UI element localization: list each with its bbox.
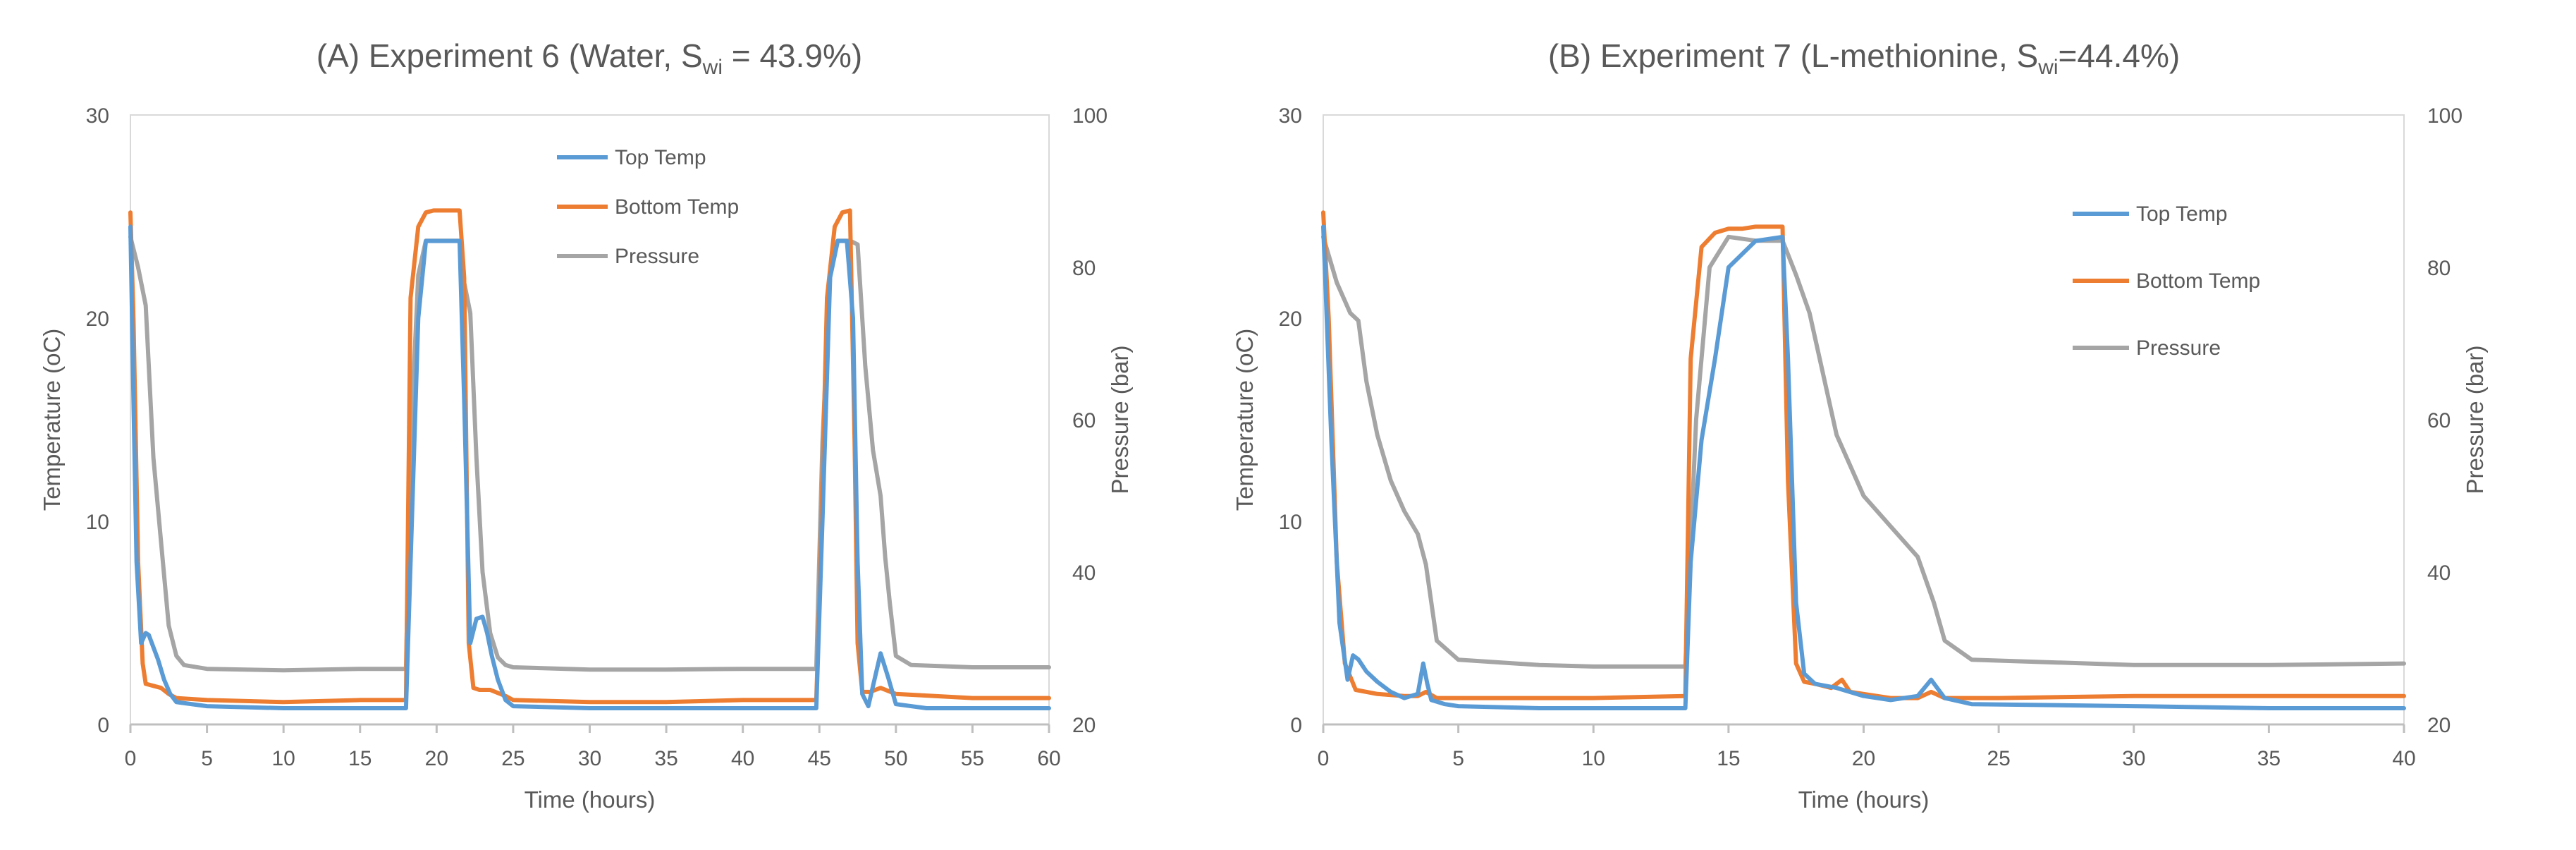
- x-tick-label: 10: [271, 747, 295, 770]
- y2-tick-label: 20: [1072, 714, 1096, 737]
- y-tick-label: 10: [1279, 511, 1302, 534]
- legend-label: Bottom Temp: [615, 195, 739, 219]
- x-tick-label: 50: [884, 747, 907, 770]
- chart-title-main: (B) Experiment 7 (L-methionine, S: [1548, 37, 2038, 74]
- legend-label: Bottom Temp: [2136, 269, 2260, 293]
- series-line-top-temp: [1321, 224, 2406, 710]
- x-tick-label: 55: [961, 747, 984, 770]
- x-tick-label: 25: [1987, 747, 2010, 770]
- legend-label: Top Temp: [615, 146, 706, 169]
- y-tick-label: 10: [86, 511, 109, 534]
- x-tick-label: 0: [125, 747, 137, 770]
- x-tick-label: 20: [425, 747, 448, 770]
- y2-tick-label: 40: [1072, 561, 1096, 585]
- x-tick-label: 40: [731, 747, 754, 770]
- chart-title-tail: =44.4%): [2059, 37, 2181, 74]
- x-tick-label: 35: [654, 747, 677, 770]
- x-tick-label: 45: [808, 747, 831, 770]
- x-tick-label: 35: [2257, 747, 2281, 770]
- y2-tick-label: 60: [1072, 409, 1096, 432]
- chart-title: (A) Experiment 6 (Water, Swi = 43.9%): [317, 37, 862, 79]
- series-line-top-temp: [128, 224, 1051, 710]
- x-axis-title: Time (hours): [525, 787, 656, 813]
- y-axis-title: Temperature (oC): [39, 329, 65, 511]
- x-tick-label: 15: [1717, 747, 1740, 770]
- y2-tick-label: 40: [2427, 561, 2451, 585]
- x-tick-label: 0: [1318, 747, 1330, 770]
- x-tick-label: 30: [578, 747, 601, 770]
- y2-tick-label: 80: [2427, 257, 2451, 280]
- y-tick-label: 30: [1279, 104, 1302, 128]
- x-tick-label: 30: [2122, 747, 2145, 770]
- y-tick-label: 0: [97, 714, 109, 737]
- legend-label: Top Temp: [2136, 202, 2228, 226]
- y-tick-label: 20: [86, 308, 109, 331]
- chart-title-tail: = 43.9%): [723, 37, 862, 74]
- chart-title-main: (A) Experiment 6 (Water, S: [317, 37, 703, 74]
- y2-tick-label: 60: [2427, 409, 2451, 432]
- y-tick-label: 20: [1279, 308, 1302, 331]
- y-tick-label: 30: [86, 104, 109, 128]
- x-tick-label: 15: [348, 747, 372, 770]
- y2-tick-label: 100: [1072, 104, 1108, 128]
- chart-title-subscript: wi: [2037, 56, 2058, 79]
- chart-panel-a: 0 5 10 15 20 25 30 35 40 45 50 55 60 0 10 20 30 20 40 60 80 1…: [39, 37, 1133, 813]
- chart-title: (B) Experiment 7 (L-methionine, Swi=44.4…: [1548, 37, 2180, 79]
- y2-tick-label: 20: [2427, 714, 2451, 737]
- series-line-pressure: [1321, 234, 2406, 669]
- x-tick-label: 5: [1452, 747, 1464, 770]
- x-tick-label: 5: [201, 747, 213, 770]
- y2-tick-label: 80: [1072, 257, 1096, 280]
- x-tick-label: 60: [1037, 747, 1060, 770]
- legend-label: Pressure: [2136, 336, 2221, 360]
- x-tick-label: 40: [2392, 747, 2415, 770]
- x-tick-label: 20: [1852, 747, 1875, 770]
- y-tick-label: 0: [1290, 714, 1302, 737]
- chart-panel-b: 0 5 10 15 20 25 30 35 40 0 10 20 30 20 40 60 80 100 Time (…: [1232, 37, 2488, 813]
- y2-axis-title: Pressure (bar): [1107, 346, 1133, 494]
- y2-tick-label: 100: [2427, 104, 2462, 128]
- x-axis-title: Time (hours): [1798, 787, 1930, 813]
- y-axis-title: Temperature (oC): [1232, 329, 1258, 511]
- plot-area-frame: [1323, 114, 2405, 725]
- x-tick-label: 25: [501, 747, 525, 770]
- x-tick-label: 10: [1582, 747, 1605, 770]
- legend-label: Pressure: [615, 245, 699, 268]
- series-line-bottom-temp: [128, 208, 1051, 705]
- chart-title-subscript: wi: [702, 56, 723, 79]
- series-line-pressure: [128, 234, 1051, 673]
- y2-axis-title: Pressure (bar): [2462, 346, 2488, 494]
